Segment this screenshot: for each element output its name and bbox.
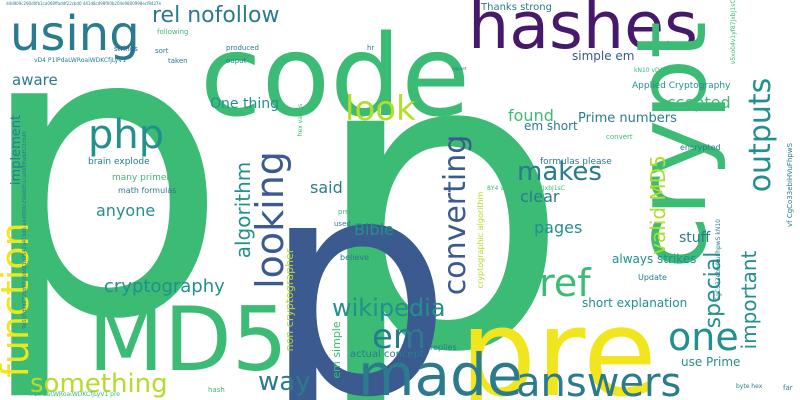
cloud-word: vD4 P1lPdaLWRoaiWDKCfjLyV1 — [34, 57, 126, 64]
cloud-word: p — [310, 0, 570, 400]
cloud-word: converting — [438, 135, 473, 296]
cloud-word: ouput — [226, 57, 247, 65]
cloud-word: pretty sure — [338, 208, 376, 216]
cloud-word: far — [783, 384, 793, 392]
cloud-word: made — [358, 341, 523, 400]
cloud-word: one — [668, 315, 739, 359]
cloud-word: anyone — [96, 201, 155, 220]
cloud-word: outputs — [743, 78, 778, 193]
cloud-word: something — [30, 369, 168, 399]
cloud-word: One thing — [210, 96, 279, 112]
cloud-word: aware — [12, 71, 58, 89]
cloud-word: em — [372, 317, 426, 357]
cloud-word: hashes — [468, 0, 698, 64]
cloud-word: stuff — [679, 230, 711, 246]
cloud-word: href — [515, 261, 592, 305]
cloud-word: taken — [168, 57, 188, 65]
cloud-word: sort — [155, 47, 169, 55]
cloud-word: CgCo33ebiHVuFhpwS kN10 — [715, 219, 722, 301]
cloud-word: actual concept — [350, 349, 424, 360]
cloud-word: net — [135, 117, 145, 124]
cloud-word: short explanation — [582, 296, 687, 310]
cloud-word: found — [508, 106, 554, 125]
cloud-word: code — [200, 12, 470, 142]
cloud-word: Update — [638, 273, 667, 282]
cloud-word: non cryptographer — [283, 248, 296, 351]
cloud-word: kN10 vD4 — [634, 67, 664, 74]
cloud-word: hr — [367, 44, 374, 52]
cloud-word: Bible — [354, 220, 394, 239]
cloud-word: said — [310, 178, 343, 197]
cloud-word: pages — [534, 218, 582, 237]
cloud-word: believe — [340, 253, 369, 262]
cloud-word: simple em — [572, 49, 635, 63]
cloud-word: replies — [430, 343, 457, 352]
cloud-word: important — [737, 250, 761, 349]
cloud-word: p — [262, 114, 452, 400]
cloud-word: php — [88, 112, 164, 158]
cloud-word: em simple — [330, 321, 343, 379]
cloud-word: many primers — [112, 173, 175, 183]
cloud-word: em short — [524, 119, 578, 133]
cloud-word: 9e107d9d372bb6826bd81d3542a419d6 e4d909c… — [22, 131, 28, 328]
cloud-word: encrypted — [680, 143, 721, 152]
cloud-word: cryptographic algorithm — [476, 191, 485, 288]
cloud-word: clear — [520, 187, 560, 206]
cloud-word: Thanks strong — [480, 2, 552, 13]
cloud-word: used — [334, 220, 351, 228]
cloud-word: following — [157, 28, 188, 36]
cloud-word: using — [10, 6, 140, 62]
cloud-word: pre — [460, 285, 657, 400]
cloud-word: math formulas — [118, 186, 176, 195]
cloud-word: valid MD5 — [646, 155, 670, 255]
cloud-word: formulas please — [540, 157, 612, 167]
cloud-word: p — [0, 0, 229, 400]
cloud-word: strong Thanks — [180, 132, 189, 189]
cloud-word: d4d909c290d0fb1ca068ffaddf22cbd0 d41d8cd… — [6, 1, 162, 6]
cloud-word: rel nofollow — [152, 3, 280, 28]
cloud-word: produced — [226, 44, 259, 52]
cloud-word: vf CgCo33ebiHVuFhpwS — [786, 142, 794, 227]
cloud-word: P1lPdaLWRoaiWDKCfjLyV1 pre — [30, 391, 120, 398]
cloud-word: wikipedia — [332, 294, 445, 322]
cloud-word: art 8Y4 — [360, 274, 378, 280]
cloud-word: hex values — [297, 104, 304, 136]
cloud-word: v5xo04v1yf87JxbJ1sC J — [730, 0, 737, 64]
cloud-word: special — [701, 252, 726, 329]
cloud-word: algorithm — [231, 162, 255, 259]
cloud-word: use Prime — [681, 355, 740, 369]
cloud-word: makes — [517, 157, 602, 187]
cloud-word: look — [345, 89, 416, 129]
cloud-word: way — [258, 367, 311, 397]
cloud-word: function — [0, 222, 37, 377]
cloud-word: 8Y4 v5xo04v1yf87JxbJ1sC — [487, 185, 565, 192]
cloud-word: MD5 — [88, 288, 288, 391]
cloud-word: org.net — [452, 66, 467, 71]
cloud-word: Applied Cryptography — [632, 81, 731, 91]
cloud-word: hash — [208, 386, 225, 394]
cloud-word: cryptography — [104, 276, 225, 297]
cloud-word: convert — [606, 133, 633, 141]
cloud-word: always strikes — [612, 252, 696, 266]
cloud-word: strings — [114, 45, 138, 53]
cloud-word: crypt — [616, 21, 728, 269]
cloud-word: byte hex — [736, 383, 763, 390]
cloud-word: implement — [9, 115, 24, 185]
cloud-word: answers — [516, 360, 681, 400]
cloud-word: accepted — [657, 93, 731, 112]
cloud-word: Prime numbers — [578, 111, 677, 126]
cloud-word: brain explode — [88, 157, 150, 167]
cloud-word: looking — [248, 151, 292, 289]
